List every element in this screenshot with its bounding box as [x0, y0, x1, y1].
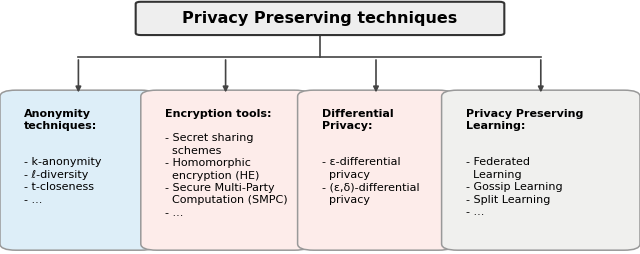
- FancyBboxPatch shape: [136, 2, 504, 35]
- Text: - Secret sharing
  schemes
- Homomorphic
  encryption (HE)
- Secure Multi-Party
: - Secret sharing schemes - Homomorphic e…: [165, 133, 288, 218]
- FancyBboxPatch shape: [0, 90, 157, 250]
- Text: Privacy Preserving techniques: Privacy Preserving techniques: [182, 11, 458, 26]
- FancyBboxPatch shape: [141, 90, 310, 250]
- FancyBboxPatch shape: [298, 90, 454, 250]
- Text: Privacy Preserving
Learning:: Privacy Preserving Learning:: [466, 109, 583, 131]
- Text: - ε-differential
  privacy
- (ε,δ)-differential
  privacy: - ε-differential privacy - (ε,δ)-differe…: [322, 157, 420, 205]
- FancyBboxPatch shape: [442, 90, 640, 250]
- Text: - Federated
  Learning
- Gossip Learning
- Split Learning
- ...: - Federated Learning - Gossip Learning -…: [466, 157, 563, 217]
- Text: Encryption tools:: Encryption tools:: [165, 109, 271, 119]
- Text: Differential
Privacy:: Differential Privacy:: [322, 109, 394, 131]
- Text: Anonymity
techniques:: Anonymity techniques:: [24, 109, 97, 131]
- Text: - k-anonymity
- ℓ-diversity
- t-closeness
- ...: - k-anonymity - ℓ-diversity - t-closenes…: [24, 157, 102, 205]
